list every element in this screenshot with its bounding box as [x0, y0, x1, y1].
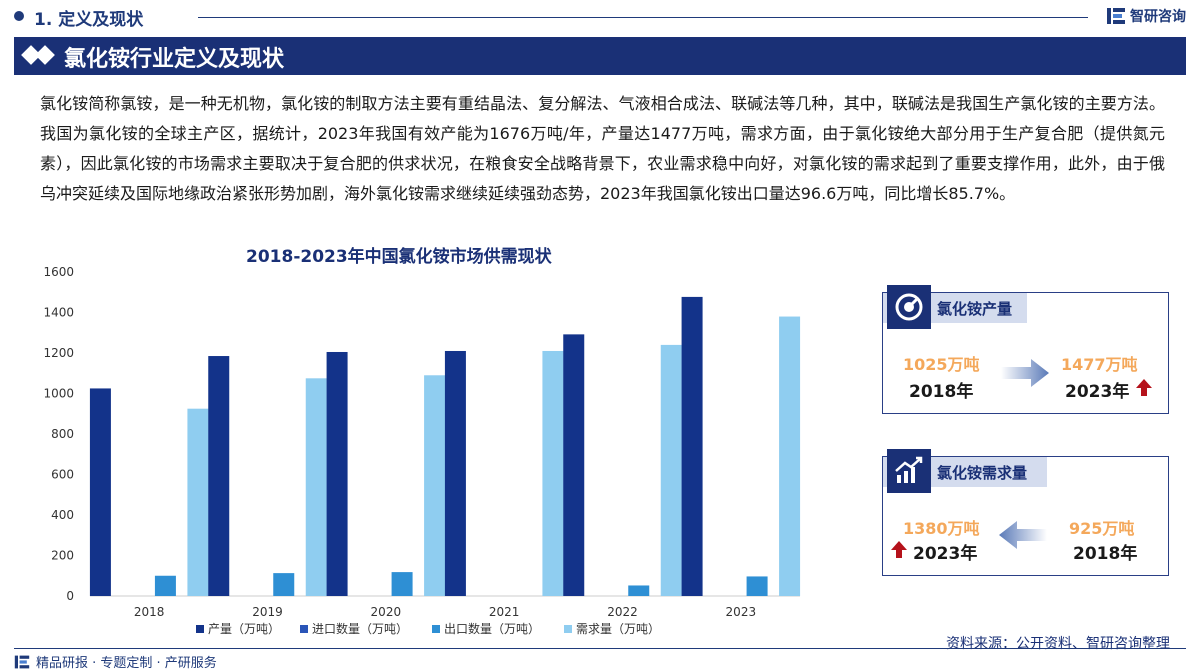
x-tick-label: 2018 [134, 605, 165, 619]
card-icon-box [887, 285, 931, 329]
section-title: 1. 定义及现状 [34, 10, 144, 30]
legend-swatch [196, 625, 204, 633]
y-tick-label: 1000 [43, 387, 74, 401]
up-arrow-icon [891, 541, 907, 558]
card-label: 氯化铵产量 [937, 300, 1013, 318]
brand-logo: 智研咨询 [1106, 6, 1186, 26]
card-icon-box [887, 449, 931, 493]
x-tick-label: 2021 [489, 605, 520, 619]
title-band: 氯化铵行业定义及现状 [14, 37, 1186, 75]
bar-1-2022 [563, 334, 585, 596]
arrow-left-icon [999, 521, 1047, 549]
y-tick-label: 800 [51, 427, 74, 441]
bar-chart: 0 200 400 600 800 1000 1200 1400 1600 2018 2019 202… [43, 265, 801, 636]
to-value: 1477万吨 [1061, 355, 1138, 374]
card-label: 氯化铵需求量 [937, 464, 1028, 482]
bar-1-2018 [89, 388, 111, 596]
page-title: 氯化铵行业定义及现状 [64, 47, 285, 72]
bullet-dot-icon [14, 11, 24, 21]
legend-label: 出口数量（万吨） [444, 621, 540, 636]
gauge-icon [895, 293, 923, 321]
legend-label: 产量（万吨） [208, 622, 280, 636]
x-tick-label: 2023 [726, 605, 757, 619]
from-value: 925万吨 [1069, 519, 1135, 538]
footer: 精品研报 · 专题定制 · 产研服务 [14, 652, 217, 671]
from-year: 2018年 [1073, 544, 1138, 564]
bar-4-2021 [542, 350, 564, 596]
from-year: 2018年 [909, 382, 974, 402]
logo-icon [1107, 8, 1125, 24]
bar-1-2023 [681, 296, 703, 596]
y-tick-label: 400 [51, 508, 74, 522]
bar-3-2019 [273, 573, 295, 596]
diamond-icon [35, 45, 55, 65]
source-note: 资料来源：公开资料、智研咨询整理 [946, 636, 1170, 652]
to-value: 1380万吨 [903, 519, 980, 538]
y-tick-label: 0 [66, 589, 74, 603]
header-divider [198, 17, 1088, 18]
bar-1-2019 [208, 356, 230, 596]
from-value: 1025万吨 [903, 355, 980, 374]
y-tick-label: 1200 [43, 346, 74, 360]
y-tick-label: 600 [51, 468, 74, 482]
bar-3-2018 [154, 575, 176, 596]
x-tick-label: 2019 [252, 605, 283, 619]
legend-swatch [564, 625, 572, 633]
footer-divider [14, 648, 1186, 649]
production-card: 氯化铵产量 1025万吨 2018年 1477万吨 2023年 [882, 285, 1169, 414]
bar-1-2021 [444, 350, 466, 596]
growth-chart-icon [895, 456, 923, 483]
x-tick-label: 2020 [371, 605, 402, 619]
bar-3-2022 [628, 585, 650, 596]
up-arrow-icon [1136, 379, 1152, 396]
chart-title: 2018-2023年中国氯化铵市场供需现状 [246, 247, 552, 267]
logo-icon [14, 655, 30, 668]
top-header: 1. 定义及现状 智研咨询 [0, 0, 1200, 34]
bar-3-2020 [391, 572, 413, 596]
y-tick-label: 1400 [43, 306, 74, 320]
bar-4-2018 [187, 408, 209, 596]
bar-4-2020 [424, 375, 446, 596]
arrow-right-icon [1001, 359, 1049, 387]
bar-4-2023 [779, 316, 801, 596]
legend-label: 进口数量（万吨） [312, 621, 408, 636]
bar-3-2023 [746, 576, 768, 596]
to-year: 2023年 [913, 544, 978, 564]
footer-text: 精品研报 · 专题定制 · 产研服务 [36, 656, 217, 671]
legend-swatch [300, 625, 308, 633]
x-tick-label: 2022 [607, 605, 638, 619]
bar-4-2019 [305, 378, 327, 596]
demand-card: 氯化铵需求量 1380万吨 2023年 925万吨 2018年 [882, 449, 1169, 576]
logo-text: 智研咨询 [1130, 9, 1186, 25]
intro-paragraph: 氯化铵简称氯铵，是一种无机物，氯化铵的制取方法主要有重结晶法、复分解法、气液相合… [40, 94, 1165, 203]
legend-label: 需求量（万吨） [576, 622, 660, 636]
y-tick-label: 1600 [43, 265, 74, 279]
bar-4-2022 [660, 344, 682, 596]
to-year: 2023年 [1065, 382, 1130, 402]
y-tick-label: 200 [51, 549, 74, 563]
legend-swatch [432, 625, 440, 633]
bar-1-2020 [326, 351, 348, 596]
